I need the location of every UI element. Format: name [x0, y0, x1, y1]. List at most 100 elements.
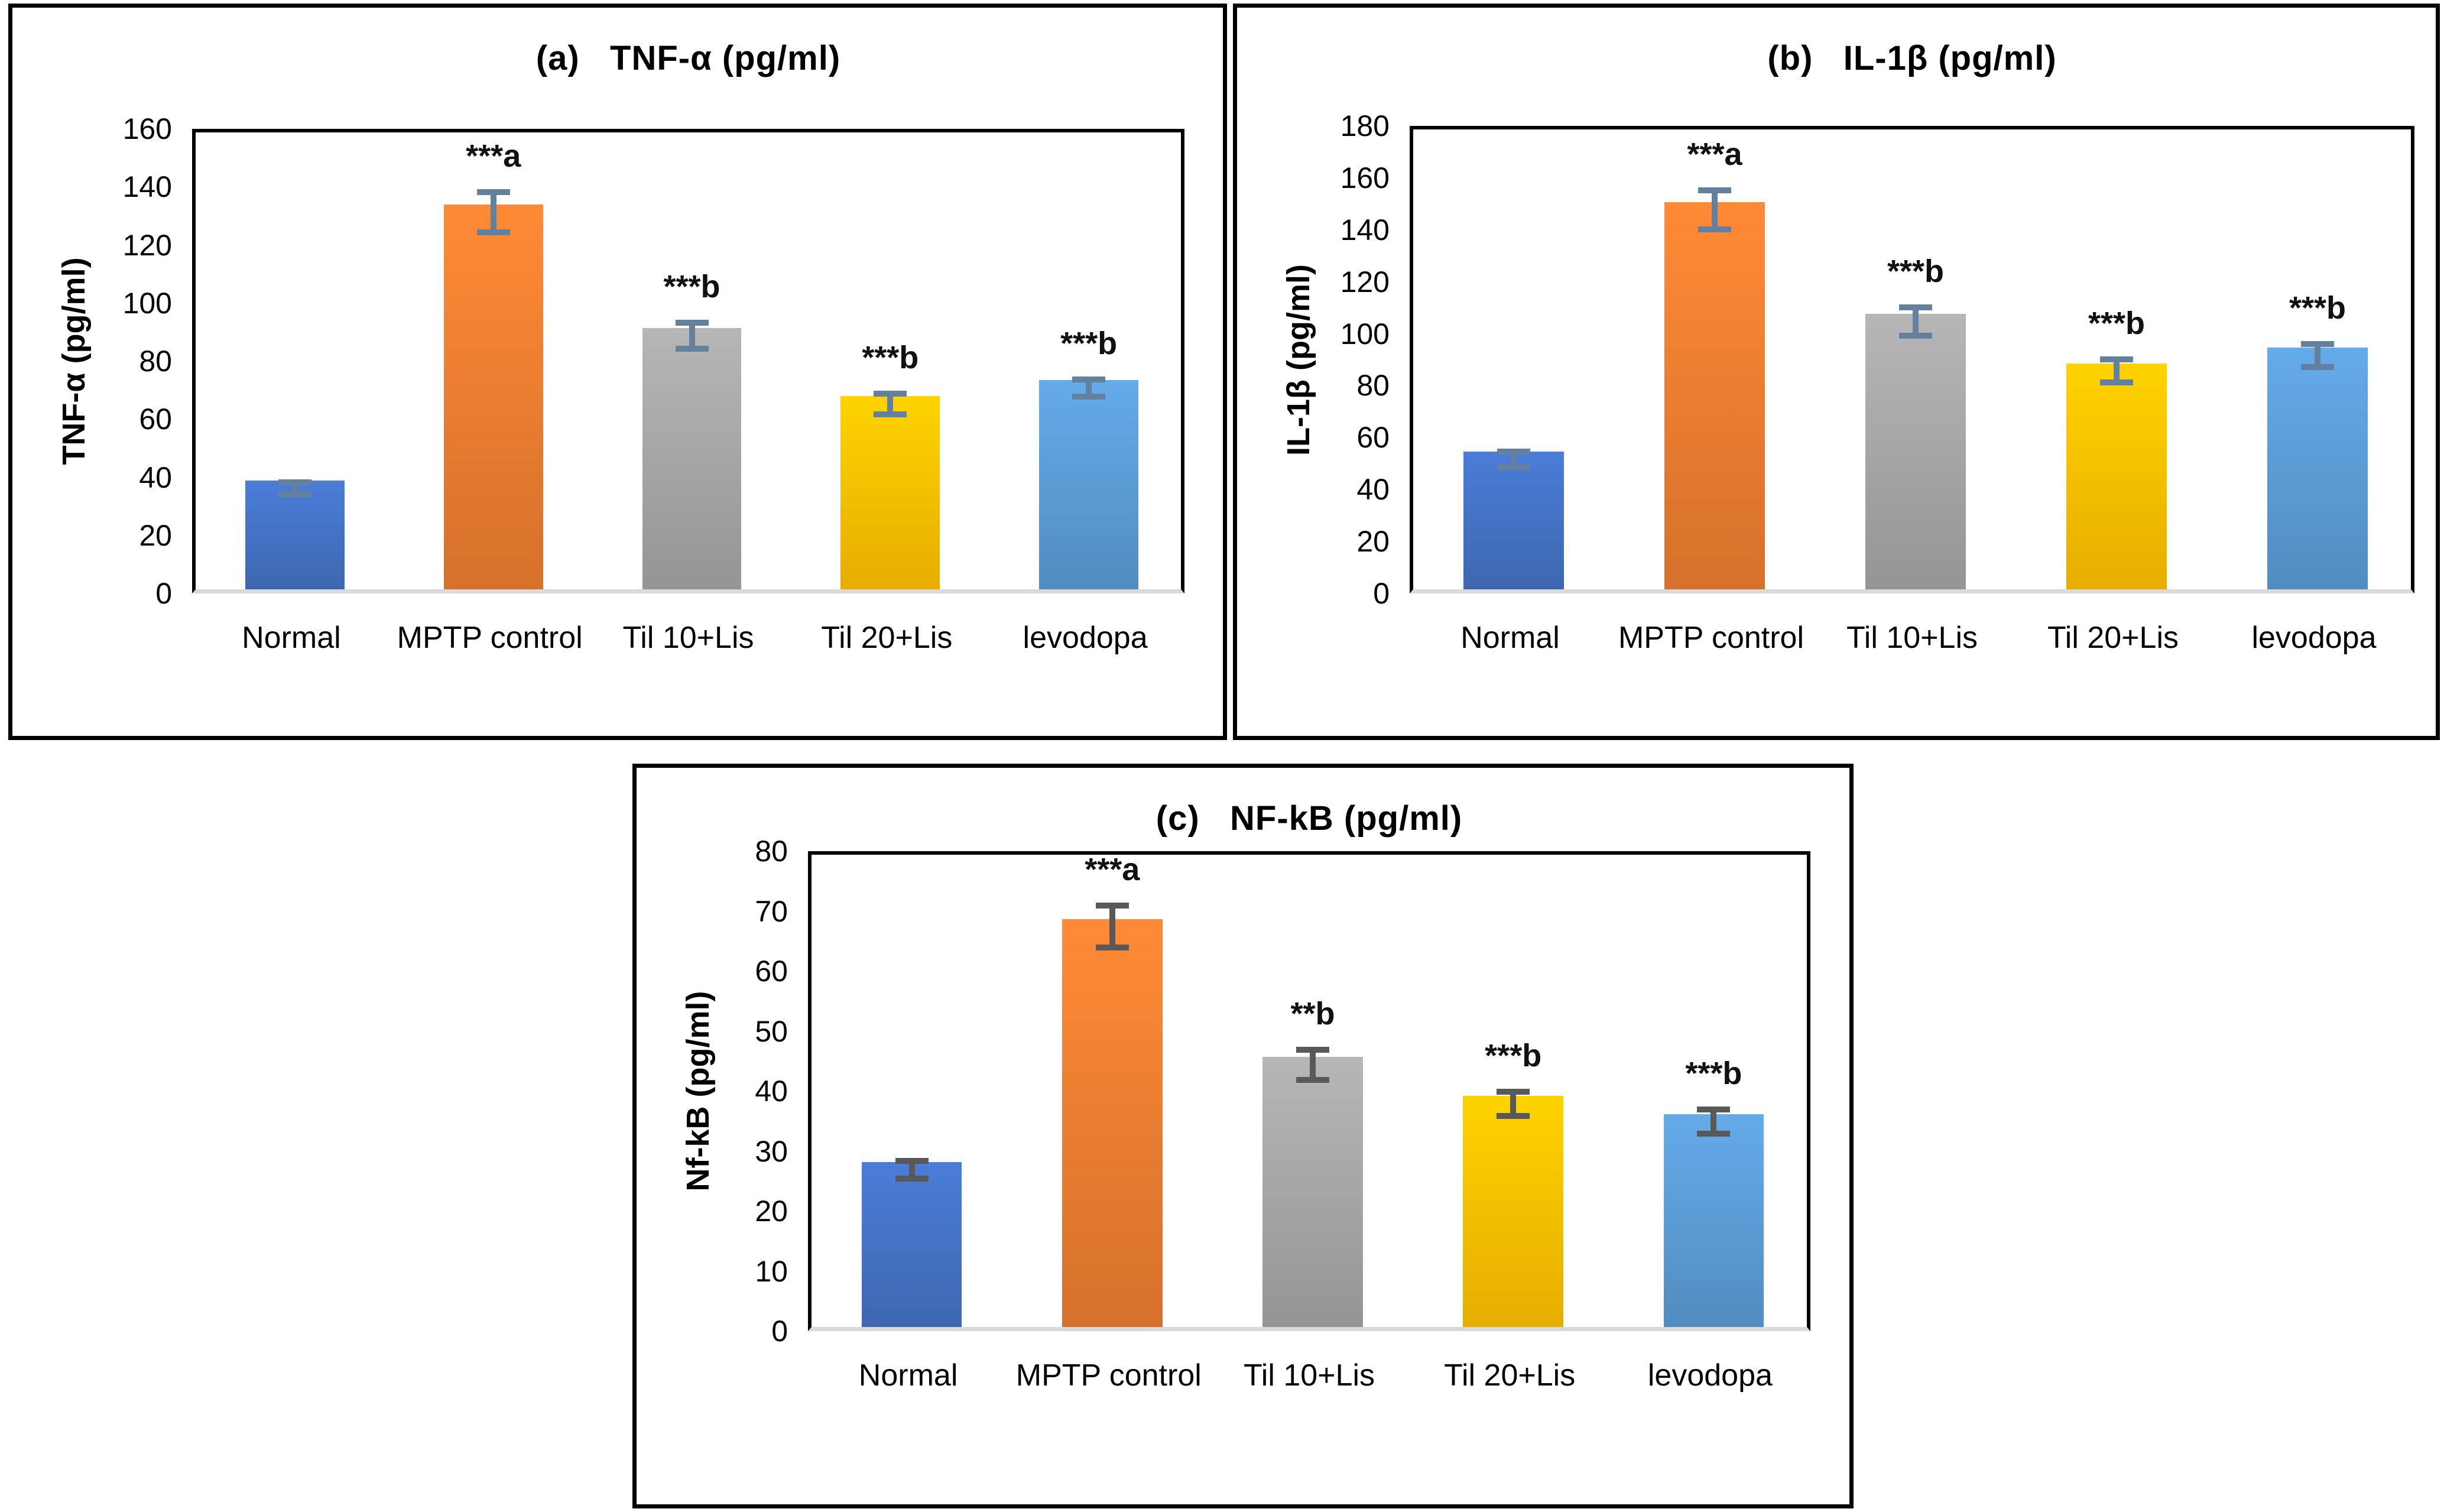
significance-label-mptp-control: ***a — [1687, 137, 1742, 173]
significance-label-levodopa: ***b — [1060, 325, 1118, 361]
error-bar-mptp-control — [1109, 906, 1115, 948]
error-bar-levodopa — [1086, 379, 1092, 397]
y-tick-label: 20 — [1356, 525, 1390, 559]
y-tick-label: 180 — [1340, 109, 1390, 142]
error-bar-cap — [278, 479, 311, 485]
error-bar-cap — [476, 229, 510, 236]
bar-levodopa — [1663, 1114, 1764, 1327]
error-bar-mptp-control — [1712, 190, 1718, 230]
significance-label-mptp-control: ***a — [1085, 852, 1140, 888]
error-bar-cap — [476, 189, 510, 195]
error-bar-cap — [2100, 356, 2133, 362]
error-bar-cap — [675, 319, 709, 326]
figure-panel-a: (a) TNF-α (pg/ml) TNF-α (pg/ml) 0 20 40 60 8… — [8, 4, 1227, 740]
significance-label-til-10-lis: ***b — [663, 268, 720, 304]
significance-label-levodopa: ***b — [2289, 290, 2346, 326]
error-bar-til-10-lis — [1913, 307, 1919, 336]
bar-normal — [245, 480, 345, 589]
bar-til-20-lis — [840, 396, 940, 589]
error-bar-til-20-lis — [2114, 359, 2120, 383]
bar-til-20-lis — [1463, 1096, 1563, 1327]
x-tick-label-til-20-lis: Til 20+Lis — [1444, 1358, 1576, 1393]
bar-mptp-control — [1664, 202, 1765, 589]
x-tick-label-til-20-lis: Til 20+Lis — [2047, 621, 2179, 655]
error-bar-cap — [1698, 226, 1731, 233]
error-bar-cap — [874, 391, 907, 397]
error-bar-cap — [2100, 379, 2133, 386]
y-tick-label: 120 — [122, 228, 172, 262]
error-bar-cap — [1095, 903, 1129, 909]
y-tick-label: 40 — [139, 460, 172, 494]
panel-title: (a) TNF-α (pg/ml) — [535, 39, 841, 77]
error-bar-cap — [1497, 1088, 1530, 1095]
error-bar-cap — [1296, 1076, 1329, 1083]
significance-label-mptp-control: ***a — [466, 138, 521, 174]
error-bar-cap — [2301, 340, 2334, 347]
error-bar-cap — [675, 345, 709, 352]
error-bar-til-20-lis — [887, 394, 894, 414]
y-tick-label: 140 — [1340, 213, 1390, 246]
error-bar-cap — [874, 411, 907, 417]
figure-panel-b: (b) IL-1β (pg/ml) IL-1β (pg/ml) 0 20 40 60 8… — [1233, 4, 2440, 740]
y-tick-label: 10 — [755, 1254, 788, 1288]
error-bar-cap — [895, 1157, 929, 1164]
y-tick-label: 120 — [1340, 265, 1390, 298]
bar-levodopa — [2267, 348, 2368, 589]
error-bar-cap — [1697, 1130, 1731, 1137]
y-tick-label: 60 — [139, 403, 172, 436]
y-tick-label: 0 — [771, 1315, 788, 1348]
y-tick-label: 30 — [755, 1134, 788, 1168]
y-tick-label: 60 — [1356, 421, 1390, 455]
plot-area: ***a ***b ***b ***b — [192, 129, 1184, 593]
significance-label-til-20-lis: ***b — [2088, 305, 2146, 341]
bar-til-10-lis — [1262, 1057, 1363, 1327]
panel-title: (b) IL-1β (pg/ml) — [1767, 39, 2057, 77]
error-bar-cap — [1497, 448, 1530, 455]
x-tick-label-til-10-lis: Til 10+Lis — [1846, 621, 1978, 655]
x-tick-label-til-20-lis: Til 20+Lis — [821, 621, 953, 655]
y-tick-label: 160 — [1340, 161, 1390, 194]
y-tick-label: 50 — [755, 1014, 788, 1048]
bar-normal — [861, 1161, 962, 1327]
significance-label-til-20-lis: ***b — [862, 340, 919, 376]
y-tick-label: 100 — [1340, 317, 1390, 351]
significance-label-til-10-lis: **b — [1290, 995, 1335, 1031]
error-bar-normal — [1511, 451, 1517, 468]
significance-label-til-20-lis: ***b — [1485, 1037, 1542, 1073]
x-tick-label-levodopa: levodopa — [1647, 1358, 1773, 1393]
y-tick-label: 0 — [155, 577, 172, 610]
x-tick-label-normal: Normal — [1460, 621, 1560, 655]
error-bar-cap — [895, 1176, 929, 1182]
error-bar-cap — [1899, 304, 1932, 311]
x-tick-label-normal: Normal — [858, 1358, 958, 1393]
error-bar-til-10-lis — [689, 322, 695, 349]
x-tick-label-levodopa: levodopa — [2251, 621, 2377, 655]
y-tick-label: 80 — [139, 345, 172, 378]
y-tick-label: 40 — [1356, 473, 1390, 507]
bar-normal — [1463, 452, 1564, 589]
significance-label-levodopa: ***b — [1685, 1056, 1742, 1092]
bar-levodopa — [1039, 380, 1139, 589]
bar-mptp-control — [443, 205, 543, 589]
error-bar-normal — [908, 1160, 915, 1179]
y-tick-label: 160 — [122, 112, 172, 145]
y-tick-label: 40 — [755, 1075, 788, 1108]
y-tick-label: 0 — [1373, 577, 1390, 610]
y-tick-label: 20 — [755, 1195, 788, 1228]
error-bar-cap — [2301, 364, 2334, 371]
error-bar-levodopa — [2315, 343, 2320, 368]
plot-area: ***a **b ***b ***b — [808, 851, 1810, 1331]
x-tick-label-mptp-control: MPTP control — [397, 621, 583, 655]
x-tick-label-til-10-lis: Til 10+Lis — [622, 621, 754, 655]
error-bar-til-20-lis — [1510, 1091, 1517, 1116]
error-bar-cap — [278, 491, 311, 497]
y-tick-label: 80 — [1356, 369, 1390, 403]
error-bar-cap — [1072, 376, 1106, 382]
error-bar-til-10-lis — [1310, 1049, 1316, 1080]
bar-mptp-control — [1062, 919, 1163, 1327]
x-tick-label-normal: Normal — [242, 621, 341, 655]
y-tick-label: 20 — [139, 518, 172, 552]
error-bar-cap — [1697, 1107, 1731, 1113]
x-tick-label-til-10-lis: Til 10+Lis — [1243, 1358, 1375, 1393]
